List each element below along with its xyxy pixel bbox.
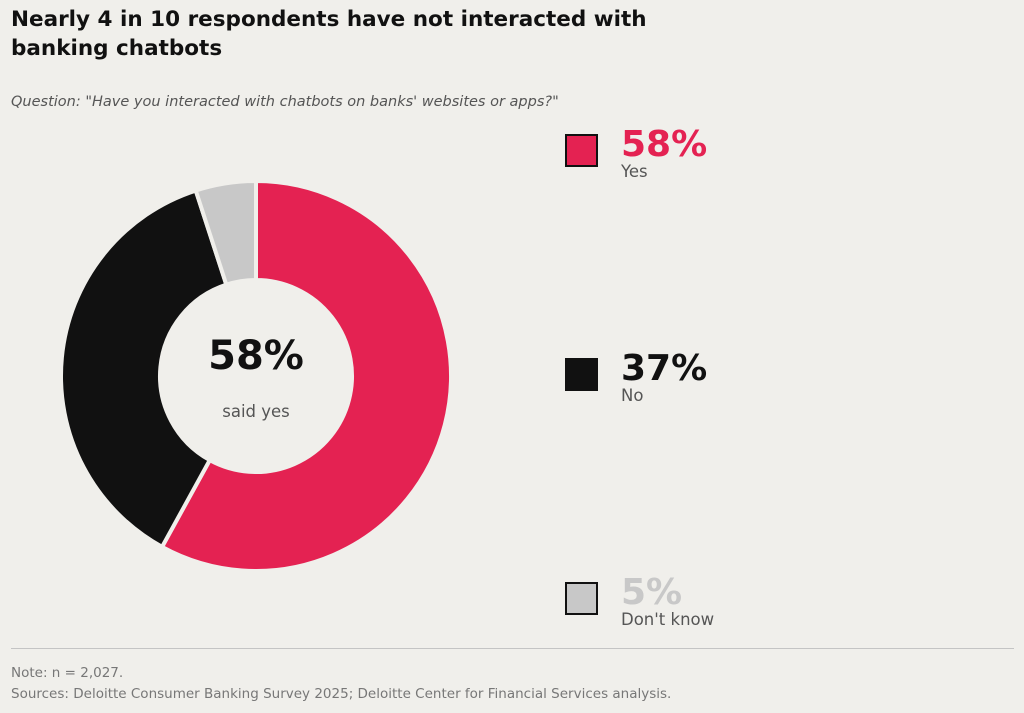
- donut-slice-yes: [159, 178, 453, 573]
- donut-center-value: 58%: [208, 333, 304, 379]
- legend-swatch-dont-know: [565, 582, 598, 615]
- legend-swatch-yes: [565, 134, 598, 167]
- footer-sources: Sources: Deloitte Consumer Banking Surve…: [11, 686, 672, 702]
- legend-value-yes: 58%: [621, 124, 708, 165]
- legend-label-dont-know: Don't know: [621, 610, 715, 629]
- legend-label-no: No: [621, 386, 644, 405]
- donut-chart: 58% said yes: [59, 178, 453, 573]
- legend-swatch-no: [565, 358, 598, 391]
- legend-value-no: 37%: [621, 348, 708, 389]
- chart-subtitle: Question: "Have you interacted with chat…: [11, 94, 559, 110]
- donut-slices: [59, 178, 453, 573]
- footer-divider: [11, 648, 1014, 649]
- donut-slice-no: [59, 188, 229, 550]
- chart-title: Nearly 4 in 10 respondents have not inte…: [11, 7, 647, 61]
- footer-note: Note: n = 2,027.: [11, 665, 124, 681]
- donut-slice-dont-know: [193, 178, 258, 288]
- legend-label-yes: Yes: [621, 162, 648, 181]
- legend-value-dont-know: 5%: [621, 572, 683, 613]
- donut-center-label: said yes: [222, 402, 290, 421]
